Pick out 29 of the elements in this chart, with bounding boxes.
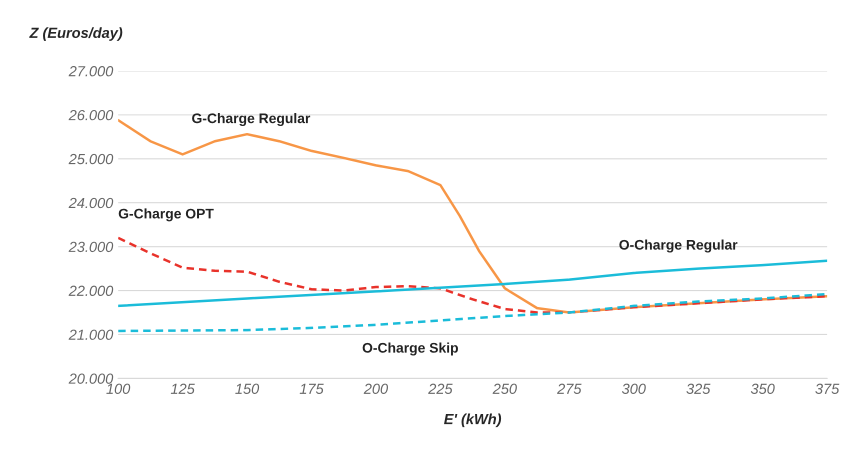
x-tick-label: 350: [750, 384, 775, 394]
y-tick-label: 23.000: [68, 242, 114, 252]
x-tick-label: 300: [622, 384, 646, 394]
x-tick-label: 200: [364, 384, 388, 394]
y-tick-label: 21.000: [68, 330, 114, 340]
x-tick-label: 150: [235, 384, 260, 394]
x-tick-label: 175: [300, 384, 324, 394]
series-label: G-Charge OPT: [118, 208, 214, 222]
line-series: [118, 236, 828, 314]
x-tick-label: 100: [106, 384, 130, 394]
x-tick-label: 275: [557, 384, 582, 394]
y-tick-label: 25.000: [68, 154, 114, 164]
series-label: O-Charge Regular: [619, 240, 738, 253]
y-tick-label: 22.000: [68, 286, 114, 296]
series-label: G-Charge Regular: [192, 113, 310, 126]
x-tick-label: 125: [170, 384, 195, 394]
x-tick-label: 225: [428, 384, 453, 394]
x-tick-label: 250: [492, 384, 517, 394]
y-tick-label: 27.000: [68, 66, 114, 76]
line-series: [118, 259, 828, 308]
y-tick-label: 26.000: [68, 110, 114, 120]
x-axis-title: E' (kWh): [444, 414, 502, 428]
x-tick-label: 375: [815, 384, 840, 394]
y-tick-label: 24.000: [68, 198, 114, 208]
series-label: O-Charge Skip: [362, 342, 458, 356]
x-tick-label: 325: [686, 384, 710, 394]
y-axis-title: Z (Euros/day): [29, 27, 122, 41]
line-series: [118, 292, 828, 332]
y-tick-label: 20.000: [68, 374, 114, 384]
